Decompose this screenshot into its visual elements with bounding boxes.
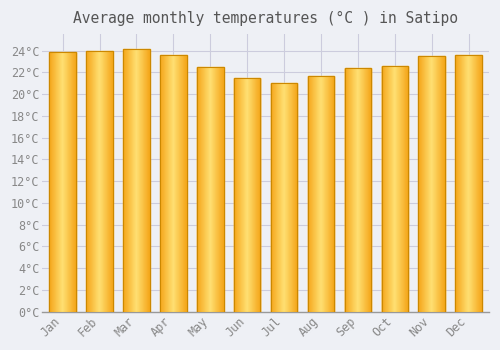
Bar [418,56,445,312]
Bar [234,78,260,312]
Title: Average monthly temperatures (°C ) in Satipo: Average monthly temperatures (°C ) in Sa… [73,11,458,26]
Bar [344,68,371,312]
Bar [308,76,334,312]
Bar [160,55,186,312]
Bar [271,83,297,312]
Bar [50,52,76,312]
Bar [382,66,408,312]
Bar [456,55,482,312]
Bar [123,49,150,312]
Bar [197,67,224,312]
Bar [86,50,113,312]
